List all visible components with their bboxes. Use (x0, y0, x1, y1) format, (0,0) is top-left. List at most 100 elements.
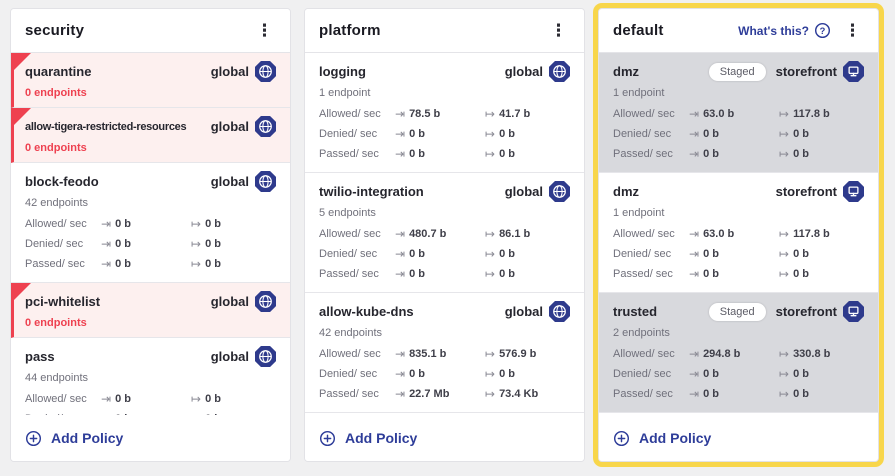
stat-row-denied: Denied/ sec ⇥0 b ↦0 b (319, 247, 515, 261)
kebab-menu-icon[interactable]: ⋮ (256, 21, 273, 40)
tier-header-default: default What's this? ⋮ (599, 9, 878, 53)
stat-row-allowed: Allowed/ sec ⇥ 63.0 b ↦ 117.8 b (613, 107, 830, 121)
tier-column-default: default What's this? ⋮ dmz Staged storef… (598, 8, 879, 462)
tier-header-security: security ⋮ (11, 9, 290, 53)
policy-name: pass (25, 349, 55, 364)
outbound-arrow-icon: ↦ (485, 227, 496, 241)
policy-name: logging (319, 64, 366, 79)
stat-row-passed: Passed/ sec ⇥ 0 b ↦ 0 b (613, 267, 809, 281)
policy-scope: global (211, 346, 276, 367)
policy-card-trusted-staged[interactable]: trusted Staged storefront 2 endpoints Al… (599, 293, 878, 413)
policy-scope: storefront (776, 301, 864, 322)
inbound-arrow-icon: ⇥ (689, 267, 700, 281)
inbound-arrow-icon: ⇥ (395, 127, 406, 141)
stat-row-allowed: Allowed/ sec ⇥ 63.0 b ↦ 117.8 b (613, 227, 830, 241)
stat-row-allowed: Allowed/ sec ⇥ 294.8 b ↦ 330.8 b (613, 347, 831, 361)
policy-card-twilio-integration[interactable]: twilio-integration global 5 endpoints Al… (305, 173, 584, 293)
tier-column-security: security ⋮ quarantine global 0 endpoints… (10, 8, 291, 462)
policy-scope: global (211, 61, 276, 82)
tier-title: platform (319, 22, 381, 39)
help-circle-icon (814, 22, 831, 39)
inbound-arrow-icon: ⇥ (101, 392, 112, 406)
tier-footer: Add Policy (11, 415, 290, 461)
stat-row-denied: Denied/ sec ⇥0 b ↦0 b (25, 409, 276, 415)
outbound-arrow-icon: ↦ (485, 267, 496, 281)
inbound-arrow-icon: ⇥ (689, 127, 700, 141)
policy-card-logging[interactable]: logging global 1 endpoint Allowed/ sec ⇥… (305, 53, 584, 173)
traffic-stats: Allowed/ sec ⇥0 b ↦0 b Denied/ sec ⇥0 b … (25, 389, 276, 415)
kebab-menu-icon[interactable]: ⋮ (844, 21, 861, 40)
endpoint-count: 42 endpoints (319, 327, 382, 339)
endpoint-count: 0 endpoints (25, 142, 87, 154)
inbound-arrow-icon: ⇥ (689, 147, 700, 161)
card-list: quarantine global 0 endpoints allow-tige… (11, 53, 290, 415)
traffic-stats: Allowed/ sec ⇥ 63.0 b ↦ 117.8 b Denied/ se… (613, 224, 864, 284)
policy-card-allow-tigera-restricted-resources[interactable]: allow-tigera-restricted-resources global… (11, 108, 290, 163)
policy-card-allow-kube-dns[interactable]: allow-kube-dns global 42 endpoints Allow… (305, 293, 584, 413)
traffic-stats: Allowed/ sec ⇥ 294.8 b ↦ 330.8 b Denied/ s… (613, 344, 864, 404)
policy-scope: global (211, 291, 276, 312)
policy-name: twilio-integration (319, 184, 424, 199)
policy-card-pass[interactable]: pass global 44 endpoints Allowed/ sec ⇥ 0… (11, 338, 290, 415)
endpoint-count: 42 endpoints (25, 197, 88, 209)
outbound-arrow-icon: ↦ (485, 367, 496, 381)
policy-scope: global (505, 301, 570, 322)
policy-card-trusted[interactable]: trusted storefront (599, 413, 878, 415)
policy-scope: storefront (776, 61, 864, 82)
inbound-arrow-icon: ⇥ (101, 217, 112, 231)
outbound-arrow-icon: ↦ (779, 387, 790, 401)
outbound-arrow-icon: ↦ (779, 247, 790, 261)
outbound-arrow-icon: ↦ (485, 127, 496, 141)
inbound-arrow-icon: ⇥ (689, 227, 700, 241)
globe-icon (549, 301, 570, 322)
outbound-arrow-icon: ↦ (779, 147, 790, 161)
add-policy-button[interactable]: Add Policy (319, 430, 417, 447)
traffic-stats: Allowed/ sec ⇥ 78.5 b ↦ 41.7 b Denied/ sec… (319, 104, 570, 164)
inbound-arrow-icon: ⇥ (689, 347, 700, 361)
plus-circle-icon (25, 430, 42, 447)
policy-card-quarantine[interactable]: quarantine global 0 endpoints (11, 53, 290, 108)
tier-footer: Add Policy (599, 415, 878, 461)
outbound-arrow-icon: ↦ (191, 237, 202, 251)
inbound-arrow-icon: ⇥ (395, 387, 406, 401)
endpoint-count: 5 endpoints (319, 207, 376, 219)
policy-scope: global (505, 181, 570, 202)
endpoint-count: 1 endpoint (319, 87, 371, 99)
outbound-arrow-icon: ↦ (191, 412, 201, 415)
card-list: logging global 1 endpoint Allowed/ sec ⇥… (305, 53, 584, 415)
outbound-arrow-icon: ↦ (485, 107, 496, 121)
stat-row-passed: Passed/ sec ⇥ 22.7 Mb ↦ 73.4 Kb (319, 387, 539, 401)
globe-icon (549, 181, 570, 202)
stat-row-denied: Denied/ sec ⇥0 b ↦0 b (613, 367, 809, 381)
policy-name: block-feodo (25, 174, 99, 189)
policy-card-dmz-staged[interactable]: dmz Staged storefront 1 endpoint Allowed… (599, 53, 878, 173)
kebab-menu-icon[interactable]: ⋮ (550, 21, 567, 40)
policy-name: dmz (613, 64, 639, 79)
add-policy-button[interactable]: Add Policy (25, 430, 123, 447)
storefront-icon (843, 181, 864, 202)
stat-row-denied: Denied/ sec ⇥0 b ↦0 b (613, 247, 809, 261)
stat-row-denied: Denied/ sec ⇥0 b ↦0 b (613, 127, 809, 141)
stat-row-allowed: Allowed/ sec ⇥ 0 b ↦ 0 b (25, 392, 221, 406)
add-policy-button[interactable]: Add Policy (613, 430, 711, 447)
tier-column-platform: platform ⋮ logging global 1 endpoint All… (304, 8, 585, 462)
policy-card-pci-whitelist[interactable]: pci-whitelist global 0 endpoints (11, 283, 290, 338)
tier-header-platform: platform ⋮ (305, 9, 584, 53)
stat-row-allowed: Allowed/ sec ⇥ 480.7 b ↦ 86.1 b (319, 227, 531, 241)
traffic-stats: Allowed/ sec ⇥0 b ↦0 b Denied/ sec ⇥0 b … (25, 214, 276, 274)
policy-name: pci-whitelist (25, 294, 101, 309)
whats-this-link[interactable]: What's this? (738, 22, 831, 39)
storefront-icon (843, 61, 864, 82)
inbound-arrow-icon: ⇥ (101, 257, 112, 271)
policy-name: allow-kube-dns (319, 304, 414, 319)
policy-name: trusted (613, 304, 658, 319)
policy-card-block-feodo[interactable]: block-feodo global 42 endpoints Allowed/… (11, 163, 290, 283)
stat-row-passed: Passed/ sec ⇥ 0 b ↦ 0 b (613, 147, 809, 161)
outbound-arrow-icon: ↦ (779, 267, 790, 281)
policy-card-dmz[interactable]: dmz storefront 1 endpoint Allowed/ sec ⇥… (599, 173, 878, 293)
policy-scope: global (211, 116, 276, 137)
traffic-stats: Allowed/ sec ⇥ 835.1 b ↦ 576.9 b Denied/ s… (319, 344, 570, 404)
outbound-arrow-icon: ↦ (485, 387, 496, 401)
stat-row-passed: Passed/ sec ⇥ 0 b ↦ 0 b (613, 387, 809, 401)
globe-icon (549, 61, 570, 82)
